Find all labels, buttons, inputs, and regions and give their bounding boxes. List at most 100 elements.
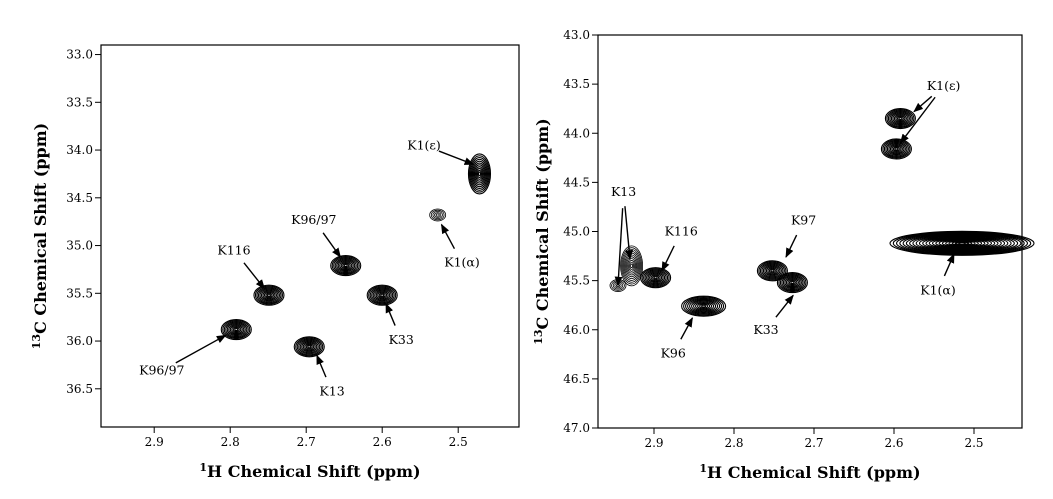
contour-peak bbox=[366, 284, 398, 306]
contour-peak bbox=[620, 245, 643, 287]
y-tick-label: 43.5 bbox=[563, 77, 590, 91]
peak-label: K96/97 bbox=[139, 363, 184, 378]
contour-line bbox=[767, 267, 778, 275]
contour-line bbox=[683, 296, 725, 316]
contour-peak bbox=[889, 230, 1035, 256]
annotation-arrow bbox=[440, 223, 456, 249]
y-tick-label: 34.0 bbox=[66, 143, 93, 157]
contour-line bbox=[299, 340, 319, 354]
contour-line bbox=[229, 325, 243, 335]
contour-line bbox=[629, 261, 634, 270]
peak-label: K97 bbox=[791, 213, 816, 228]
contour-peak bbox=[253, 284, 285, 306]
contour-line bbox=[621, 247, 642, 285]
x-axis-title: 1H Chemical Shift (ppm) bbox=[699, 462, 920, 482]
contour-line bbox=[695, 301, 713, 311]
x-axis-title-text: H Chemical Shift (ppm) bbox=[707, 463, 921, 482]
contour-line bbox=[434, 212, 442, 218]
contour-line bbox=[890, 111, 910, 126]
contour-line bbox=[296, 338, 322, 356]
peak-label: K116 bbox=[665, 224, 698, 239]
contour-line bbox=[958, 241, 966, 245]
annotation-arrow bbox=[614, 208, 624, 287]
contour-line bbox=[257, 287, 281, 303]
contour-line bbox=[653, 276, 658, 280]
contour-line bbox=[898, 116, 903, 121]
contour-line bbox=[787, 279, 798, 287]
contour-line bbox=[768, 268, 776, 274]
contour-line bbox=[295, 337, 324, 357]
contour-line bbox=[336, 259, 356, 273]
y-tick-label: 45.5 bbox=[563, 274, 590, 288]
contour-line bbox=[781, 275, 804, 291]
contour-line bbox=[220, 319, 252, 341]
contour-line bbox=[337, 260, 354, 272]
annotation-arrow bbox=[385, 302, 396, 326]
contour-line bbox=[429, 208, 447, 222]
x-axis-title: 1H Chemical Shift (ppm) bbox=[199, 461, 420, 481]
contour-line bbox=[378, 292, 386, 298]
contour-line bbox=[785, 278, 799, 288]
contour-line bbox=[883, 140, 909, 158]
contour-line bbox=[330, 255, 362, 277]
contour-line bbox=[380, 293, 385, 297]
contour-line bbox=[699, 303, 709, 309]
chart-panel-1: 2.9 2.8 2.7 2.6 2.5 33.0 33.5 34.0 34.5 35.0 35.5 3… bbox=[30, 44, 520, 481]
x-tick-label: 2.6 bbox=[373, 435, 392, 449]
contour-line bbox=[770, 269, 775, 273]
contour-line bbox=[305, 344, 313, 350]
contour-line bbox=[340, 262, 351, 270]
contour-line bbox=[222, 320, 251, 340]
contour-peak bbox=[220, 319, 252, 341]
contour-line bbox=[894, 147, 899, 151]
y-tick-label: 35.0 bbox=[66, 239, 93, 253]
plot-frame bbox=[100, 44, 520, 428]
peak-label: K96/97 bbox=[291, 212, 336, 227]
y-axis-title: 13C Chemical Shift (ppm) bbox=[30, 123, 50, 349]
contour-line bbox=[262, 290, 276, 300]
contour-line bbox=[895, 114, 906, 123]
contour-peak bbox=[776, 272, 808, 294]
y-tick-label: 35.5 bbox=[66, 286, 93, 300]
annotation-arrow bbox=[943, 253, 955, 277]
contour-line bbox=[644, 270, 667, 286]
annotation-arrow bbox=[661, 245, 675, 272]
contour-line bbox=[647, 272, 664, 284]
contour-line bbox=[226, 323, 246, 337]
contour-line bbox=[782, 276, 802, 290]
peak-label: K33 bbox=[389, 332, 414, 347]
contour-line bbox=[687, 298, 721, 314]
contour-line bbox=[886, 108, 915, 129]
contour-line bbox=[650, 274, 661, 282]
contour-line bbox=[301, 341, 318, 353]
contour-line bbox=[228, 324, 245, 336]
peak-label: K1(α) bbox=[920, 282, 956, 297]
contour-line bbox=[375, 290, 389, 300]
contour-line bbox=[886, 142, 906, 156]
contour-line bbox=[342, 263, 350, 269]
contour-line bbox=[779, 274, 805, 292]
y-tick-label: 44.5 bbox=[563, 175, 590, 189]
contour-line bbox=[293, 336, 325, 358]
y-axis-title-text: C Chemical Shift (ppm) bbox=[31, 123, 50, 334]
annotation-arrow bbox=[322, 232, 341, 258]
contour-line bbox=[304, 343, 315, 351]
y-tick-label: 33.5 bbox=[66, 95, 93, 109]
y-axis-title-text: C Chemical Shift (ppm) bbox=[533, 118, 552, 329]
contour-line bbox=[260, 289, 278, 301]
contour-line bbox=[790, 281, 795, 285]
x-tick-label: 2.7 bbox=[297, 435, 316, 449]
contour-line bbox=[256, 286, 282, 304]
annotation-arrow bbox=[243, 262, 266, 290]
contour-line bbox=[649, 273, 663, 283]
y-tick-label: 46.5 bbox=[563, 372, 590, 386]
contour-line bbox=[630, 263, 633, 269]
contour-peak bbox=[880, 138, 912, 160]
contour-line bbox=[765, 266, 779, 276]
contour-line bbox=[470, 158, 489, 190]
contour-line bbox=[474, 166, 485, 182]
peak-label: K1(ε) bbox=[407, 137, 441, 152]
y-axis-title-sup: 13 bbox=[30, 334, 43, 349]
contour-line bbox=[758, 261, 787, 281]
contour-line bbox=[372, 288, 392, 302]
